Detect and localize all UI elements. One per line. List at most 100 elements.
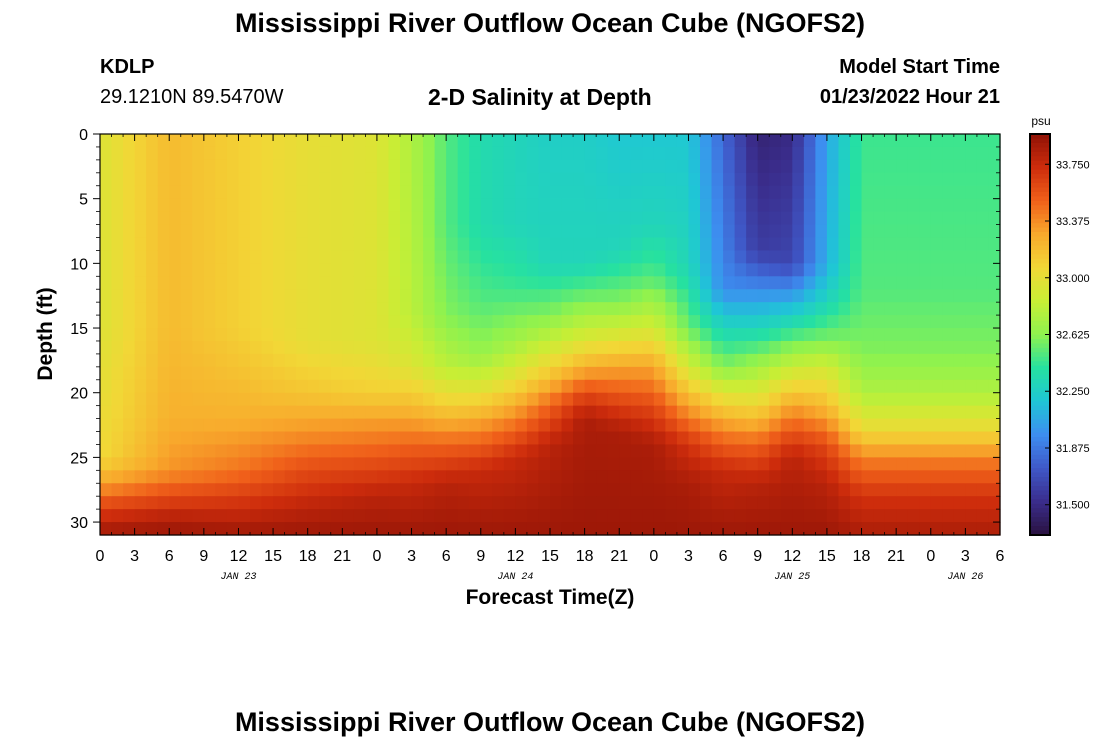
- heatmap-cell: [192, 392, 205, 407]
- heatmap-cell: [134, 366, 147, 381]
- heatmap-cell: [838, 250, 851, 264]
- heatmap-cell: [111, 263, 124, 277]
- heatmap-cell: [134, 224, 147, 239]
- heatmap-cell: [238, 146, 251, 161]
- heatmap-cell: [400, 496, 413, 510]
- heatmap-cell: [561, 444, 574, 458]
- heatmap-cell: [319, 250, 332, 264]
- heatmap-cell: [815, 328, 828, 342]
- heatmap-cell: [642, 509, 655, 523]
- heatmap-cell: [988, 302, 1001, 316]
- heatmap-cell: [642, 366, 655, 381]
- heatmap-cell: [550, 353, 563, 368]
- heatmap-cell: [688, 328, 701, 342]
- heatmap-cell: [307, 198, 320, 213]
- heatmap-cell: [111, 159, 124, 174]
- heatmap-cell: [388, 522, 401, 536]
- heatmap-cell: [596, 509, 609, 523]
- colorbar-cell: [1030, 218, 1050, 224]
- heatmap-cell: [965, 172, 978, 187]
- heatmap-cell: [146, 444, 159, 458]
- heatmap-cell: [446, 172, 459, 187]
- heatmap-cell: [988, 496, 1001, 510]
- heatmap-cell: [480, 509, 493, 523]
- heatmap-cell: [723, 483, 736, 497]
- heatmap-cell: [365, 457, 378, 471]
- heatmap-cell: [330, 237, 343, 252]
- heatmap-cell: [157, 444, 170, 458]
- heatmap-cell: [538, 405, 551, 420]
- heatmap-cell: [965, 431, 978, 446]
- heatmap-cell: [665, 457, 678, 471]
- heatmap-cell: [526, 405, 540, 420]
- heatmap-cell: [976, 211, 990, 226]
- heatmap-cell: [815, 185, 828, 200]
- heatmap-cell: [907, 392, 920, 407]
- heatmap-cell: [446, 483, 459, 497]
- date-label: JAN 23: [220, 572, 256, 583]
- heatmap-cell: [157, 340, 170, 355]
- heatmap-cell: [169, 250, 182, 264]
- heatmap-cell: [573, 250, 586, 264]
- heatmap-cell: [203, 457, 216, 471]
- heatmap-cell: [434, 405, 447, 420]
- heatmap-cell: [746, 379, 759, 394]
- heatmap-cell: [400, 418, 413, 433]
- heatmap-cell: [723, 444, 736, 458]
- heatmap-cell: [250, 224, 263, 239]
- heatmap-cell: [215, 483, 228, 497]
- heatmap-cell: [134, 457, 147, 471]
- heatmap-cell: [423, 276, 436, 290]
- heatmap-cell: [700, 496, 713, 510]
- heatmap-cell: [100, 302, 113, 316]
- heatmap-cell: [550, 496, 563, 510]
- heatmap-cell: [111, 289, 124, 303]
- heatmap-cell: [515, 457, 528, 471]
- heatmap-cell: [676, 522, 690, 536]
- heatmap-cell: [676, 353, 690, 368]
- heatmap-cell: [850, 237, 863, 252]
- heatmap-cell: [676, 250, 690, 264]
- heatmap-cell: [423, 302, 436, 316]
- heatmap-cell: [607, 509, 620, 523]
- heatmap-cell: [723, 470, 736, 484]
- heatmap-cell: [630, 172, 643, 187]
- heatmap-cell: [723, 224, 736, 239]
- heatmap-cell: [630, 276, 643, 290]
- heatmap-cell: [976, 509, 990, 523]
- heatmap-cell: [423, 444, 436, 458]
- heatmap-cell: [400, 172, 413, 187]
- heatmap-cell: [734, 328, 747, 342]
- heatmap-cell: [780, 328, 793, 342]
- heatmap-cell: [538, 366, 551, 381]
- heatmap-cell: [896, 405, 909, 420]
- heatmap-cell: [584, 302, 597, 316]
- heatmap-cell: [284, 340, 297, 355]
- heatmap-cell: [769, 289, 782, 303]
- heatmap-cell: [400, 159, 413, 174]
- heatmap-cell: [169, 522, 182, 536]
- heatmap-cell: [769, 340, 782, 355]
- heatmap-cell: [400, 522, 413, 536]
- heatmap-cell: [376, 250, 390, 264]
- heatmap-cell: [780, 431, 793, 446]
- heatmap-cell: [746, 405, 759, 420]
- heatmap-cell: [665, 405, 678, 420]
- colorbar-cell: [1030, 205, 1050, 211]
- heatmap-cell: [884, 134, 897, 148]
- colorbar-tick-label: 33.750: [1056, 159, 1090, 171]
- heatmap-cell: [826, 431, 840, 446]
- heatmap-cell: [965, 263, 978, 277]
- heatmap-cell: [376, 392, 390, 407]
- heatmap-cell: [861, 198, 874, 213]
- heatmap-cell: [826, 340, 840, 355]
- heatmap-cell: [411, 366, 424, 381]
- heatmap-cell: [515, 315, 528, 329]
- heatmap-cell: [434, 263, 447, 277]
- heatmap-cell: [953, 483, 966, 497]
- heatmap-cell: [965, 509, 978, 523]
- heatmap-cell: [919, 509, 932, 523]
- colorbar-cell: [1030, 169, 1050, 175]
- heatmap-cell: [353, 418, 366, 433]
- colorbar-cell: [1030, 347, 1050, 353]
